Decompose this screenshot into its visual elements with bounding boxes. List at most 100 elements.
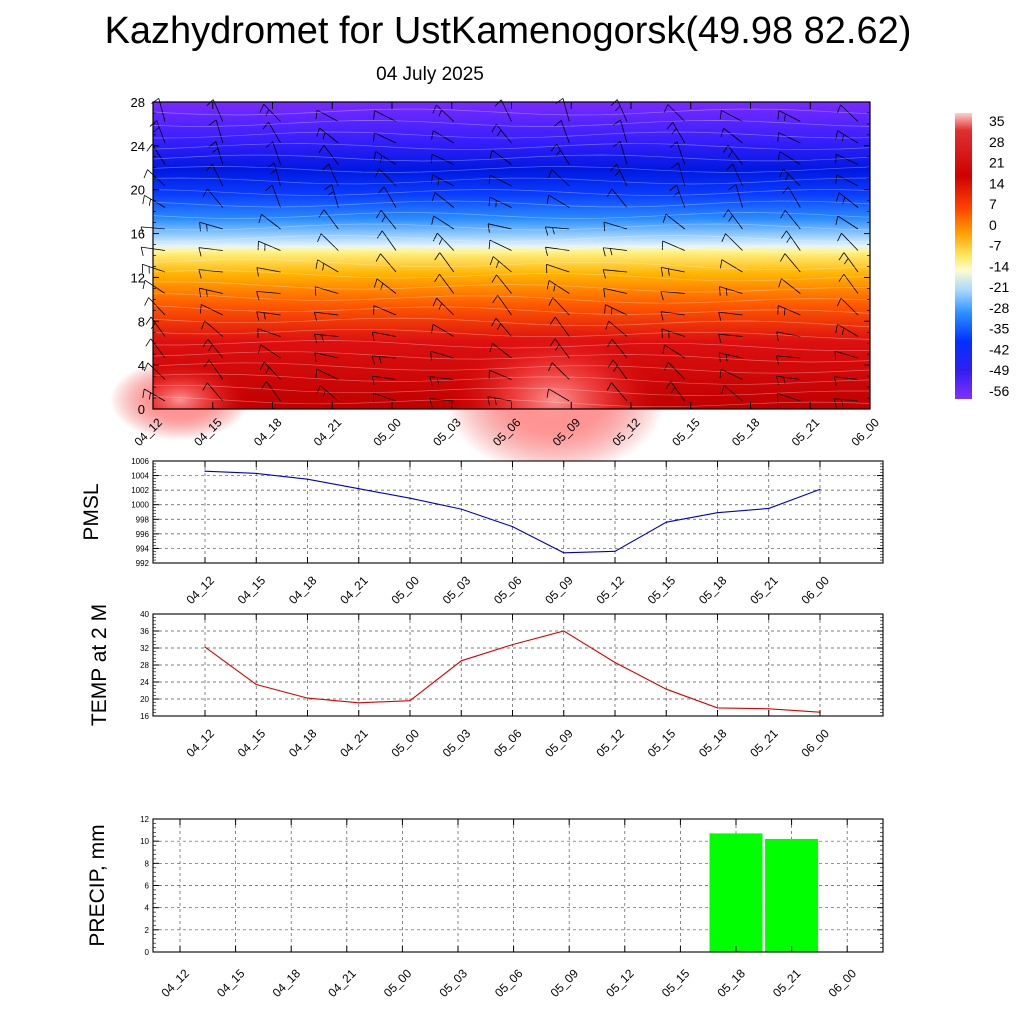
temperature-hot-core-center	[445, 325, 665, 475]
wind-barb-staff	[545, 246, 570, 251]
wind-barb-flag	[371, 355, 375, 365]
wind-barb-staff	[611, 382, 628, 402]
wind-barb-flag	[548, 362, 553, 372]
y-tick-label: 16	[140, 712, 149, 721]
wind-barb-flag	[256, 291, 260, 301]
wind-barb-flag	[606, 188, 613, 197]
wind-barb-flag	[614, 170, 621, 177]
wind-barb-staff	[208, 359, 224, 380]
wind-barb-staff	[268, 122, 281, 144]
wind-barb-staff	[834, 350, 859, 359]
wind-barb-staff	[603, 287, 628, 294]
wind-barb-staff	[608, 320, 628, 337]
wind-barb-staff	[375, 151, 397, 165]
wind-barb-flag	[782, 186, 789, 194]
wind-barb-staff	[836, 174, 859, 187]
wind-barb-flag	[489, 256, 494, 266]
wind-barb-flag	[376, 210, 382, 219]
wind-barb-staff	[611, 188, 628, 208]
wind-barb-staff	[256, 311, 281, 316]
wind-barb-flag	[148, 198, 151, 206]
wind-barb-flag	[259, 104, 265, 113]
wind-barb-staff	[156, 120, 166, 144]
x-tick-label: 04_21	[337, 573, 371, 607]
isotherm-line	[153, 340, 871, 352]
wind-barb-flag	[438, 109, 442, 117]
wind-barb-flag	[327, 190, 334, 196]
wind-barb-flag	[378, 356, 382, 364]
wind-barb-flag	[665, 381, 672, 390]
precip-y-axis-title: PRECIP, mm	[86, 824, 109, 946]
wind-barb-flag	[546, 280, 550, 290]
wind-barb-flag	[430, 351, 432, 361]
wind-barb-flag	[431, 130, 434, 140]
wind-barb-staff	[314, 352, 339, 359]
wind-barb-flag	[610, 307, 613, 315]
wind-barb-staff	[554, 338, 570, 359]
isotherm-line	[152, 120, 871, 127]
wind-barb-flag	[720, 128, 724, 137]
x-tick-label: 04_12	[183, 573, 217, 607]
wind-barb-staff	[778, 132, 801, 144]
wind-barb-staff	[603, 247, 628, 251]
wind-barb-flag	[553, 284, 556, 292]
x-tick-label: 06_00	[826, 966, 860, 1000]
isotherm-line	[152, 131, 871, 139]
wind-barb-flag	[838, 273, 845, 282]
wind-barb-flag	[780, 210, 786, 219]
wind-barb-flag	[208, 141, 217, 148]
precip-panel: 0 2 4 6 8 10 12 04_12 04_15 04_18 04_21 05_00 05_03 0…	[86, 815, 884, 1000]
wind-barb-flag	[262, 121, 269, 130]
wind-barb-staff	[317, 259, 339, 273]
wind-barb-flag	[663, 104, 669, 113]
wind-barb-flag	[437, 178, 440, 186]
wind-barb-staff	[664, 344, 686, 359]
wind-barb-flag	[256, 267, 259, 277]
wind-barb-staff	[314, 333, 339, 337]
wind-barb-staff	[841, 232, 859, 251]
wind-barb-flag	[488, 175, 491, 185]
wind-barb-staff	[439, 252, 455, 273]
wind-barb-flag	[431, 192, 436, 202]
y-tick-label: 1004	[131, 472, 149, 481]
wind-barb-flag	[265, 367, 270, 374]
pmsl-point	[358, 488, 360, 490]
wind-barb-staff	[779, 151, 801, 165]
wind-barb-staff	[661, 267, 685, 273]
colorbar-label: -35	[989, 321, 1009, 337]
x-tick-label: 06_00	[848, 415, 882, 449]
x-tick-label: 05_18	[729, 415, 763, 449]
wind-barb-staff	[548, 388, 570, 402]
wind-barb-flag	[265, 109, 270, 116]
wind-barb-staff	[787, 186, 801, 208]
plot-background	[153, 461, 883, 563]
wind-barb-staff	[199, 221, 223, 230]
isotherm-line	[152, 212, 871, 219]
x-tick-label: 05_21	[789, 415, 823, 449]
y-tick-label: 0	[145, 948, 150, 957]
x-tick-label: 05_06	[492, 966, 526, 1000]
y-tick-label: 4	[145, 904, 150, 913]
colorbar-label: -42	[989, 341, 1009, 357]
y-tick-label: 1002	[131, 486, 149, 495]
wind-barb-flag	[153, 126, 160, 133]
x-tick-label: 04_21	[325, 966, 359, 1000]
wind-barb-flag	[721, 233, 726, 242]
wind-barb-flag	[603, 222, 606, 232]
wind-barb-staff	[836, 153, 859, 165]
wind-barb-flag	[488, 240, 491, 250]
wind-barb-staff	[430, 350, 454, 359]
wind-barb-staff	[215, 119, 224, 144]
wind-barb-flag	[202, 382, 208, 391]
wind-barb-staff	[605, 304, 628, 316]
x-tick-label: 05_00	[381, 966, 415, 1000]
wind-barb-flag	[544, 226, 549, 236]
x-tick-label: 05_15	[659, 966, 693, 1000]
wind-barb-flag	[489, 150, 493, 160]
isotherm-line	[152, 177, 871, 185]
wind-barb-flag	[555, 149, 561, 157]
pmsl-point	[614, 550, 616, 552]
wind-barb-flag	[775, 355, 780, 365]
wind-barb-flag	[835, 215, 839, 225]
